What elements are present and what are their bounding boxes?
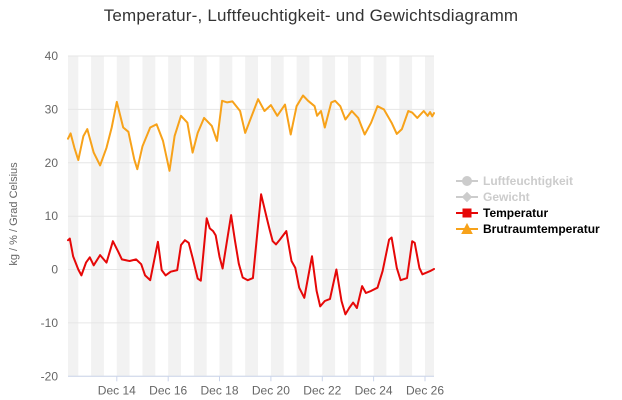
legend-item-label: Temperatur <box>483 205 549 220</box>
x-axis-label: Dec 26 <box>406 383 444 397</box>
y-axis-label: 40 <box>45 49 59 63</box>
diamond-marker-icon <box>456 191 478 202</box>
x-axis-label: Dec 14 <box>98 383 136 397</box>
legend-item-brutraumtemperatur[interactable]: Brutraumtemperatur <box>456 221 600 236</box>
legend-item-label: Brutraumtemperatur <box>483 221 600 236</box>
series-line-temperatur[interactable] <box>67 193 435 316</box>
y-axis-label: 30 <box>45 102 59 116</box>
legend-item-temperatur[interactable]: Temperatur <box>456 205 600 220</box>
y-axis-label: 0 <box>51 263 58 277</box>
circle-marker-icon <box>456 175 478 186</box>
x-axis-label: Dec 20 <box>252 383 290 397</box>
legend-item-label: Gewicht <box>483 189 530 204</box>
chart-title: Temperatur-, Luftfeuchtigkeit- und Gewic… <box>103 6 519 25</box>
x-axis-label: Dec 18 <box>200 383 238 397</box>
triangle-marker-icon <box>456 222 478 234</box>
y-axis-label: 20 <box>45 156 59 170</box>
legend: Luftfeuchtigkeit Gewicht Temperatur Brut… <box>456 173 600 237</box>
x-axis-label: Dec 22 <box>303 383 341 397</box>
y-axis-label: -20 <box>41 369 59 383</box>
series-line-brutraumtemperatur[interactable] <box>67 94 435 172</box>
square-marker-icon <box>456 208 478 217</box>
x-axis-label: Dec 16 <box>149 383 187 397</box>
y-axis-label: 10 <box>45 209 59 223</box>
y-axis-label: -10 <box>41 316 59 330</box>
legend-item-label: Luftfeuchtigkeit <box>483 173 573 188</box>
legend-item-gewicht[interactable]: Gewicht <box>456 189 600 204</box>
x-axis-label: Dec 24 <box>355 383 393 397</box>
legend-item-luftfeuchtigkeit[interactable]: Luftfeuchtigkeit <box>456 173 600 188</box>
